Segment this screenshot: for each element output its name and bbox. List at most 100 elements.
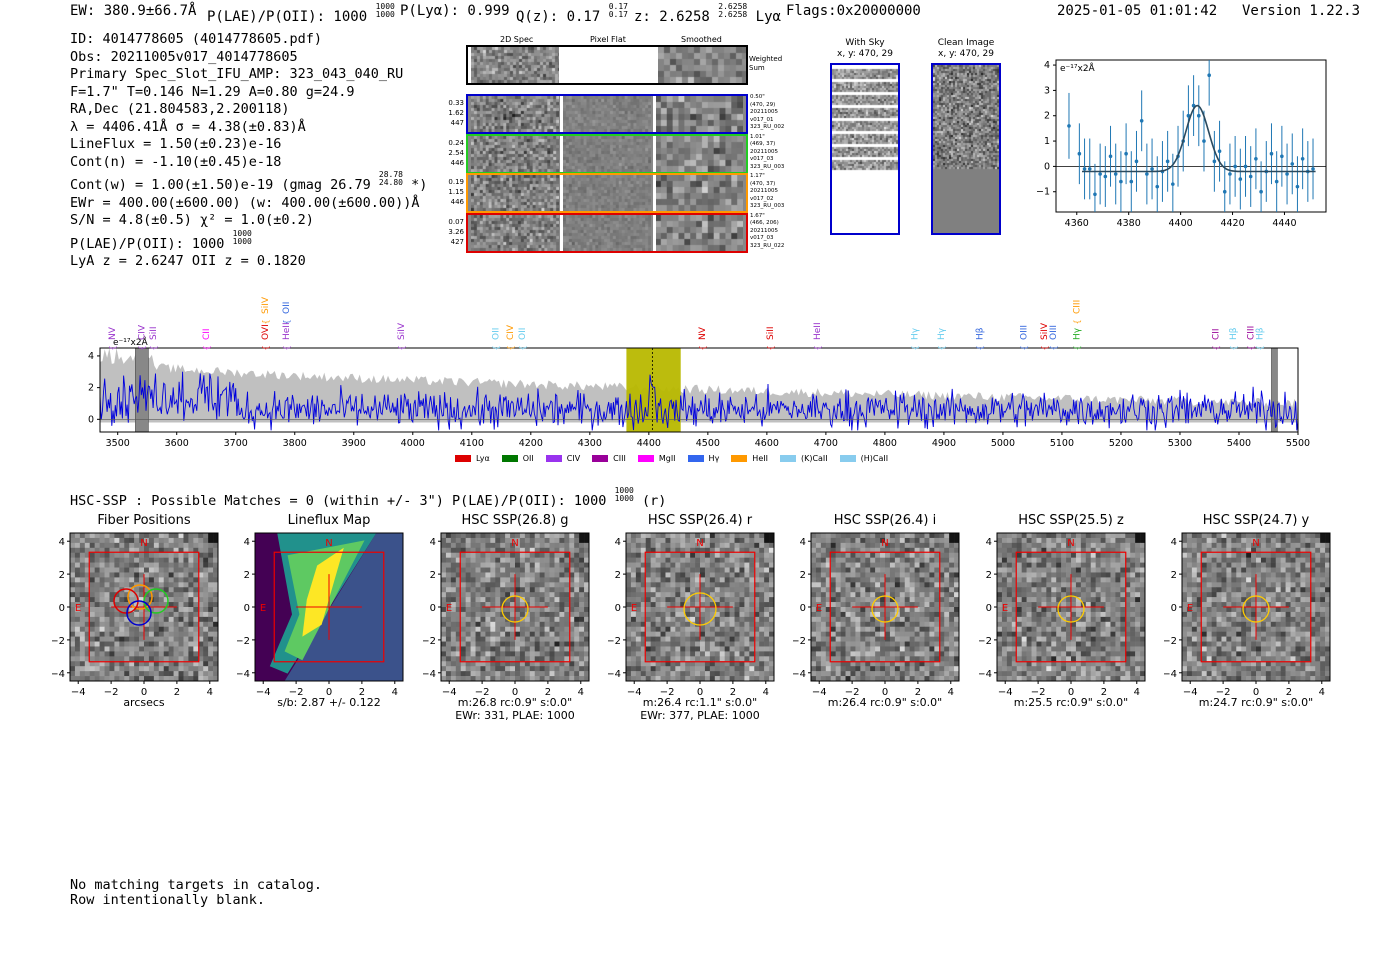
cutout-xtick-label: 2 xyxy=(1286,687,1292,698)
spec2d-row-meta: 1.67" (466, 206) 20211005 v017_03 323_RU_022 xyxy=(750,213,784,251)
spectrum-unit-label: e⁻¹⁷x2Å xyxy=(113,336,149,348)
fit-point xyxy=(1217,149,1222,153)
spectrum-noise-envelope xyxy=(100,348,1298,423)
legend-item: CIII xyxy=(592,454,626,463)
cutout-image-4: N E −4 4 −2 2 0 0 2 −2 4 −4 xyxy=(608,532,775,698)
legend-label: Hγ xyxy=(708,454,720,463)
spectrum-xtick-label: 4100 xyxy=(460,438,484,449)
spectral-line-bracket: { xyxy=(282,345,291,350)
cutout-pixels xyxy=(255,533,403,681)
fit-point xyxy=(1248,174,1253,179)
fit-point xyxy=(1067,124,1071,128)
header-datetime: 2025-01-05 01:01:42 xyxy=(1057,3,1218,19)
legend-swatch xyxy=(687,455,704,462)
cutout-ytick-label: 0 xyxy=(1171,603,1177,614)
row-meta: 323_RU_003 xyxy=(750,163,785,170)
search-box xyxy=(273,551,385,663)
cutout-ytick-label: −4 xyxy=(52,669,65,680)
spectral-line-label: Hγ xyxy=(937,327,947,340)
row-stat: 447 xyxy=(450,119,464,127)
legend-item: HeII xyxy=(731,454,768,463)
east-label: E xyxy=(260,603,266,614)
spectrum-xtick-label: 4500 xyxy=(696,438,720,449)
cutout-pixels xyxy=(441,533,590,682)
cutout-xtick-label: 4 xyxy=(948,687,954,698)
weighted-raw-cell xyxy=(471,47,559,83)
row-meta: 20211005 xyxy=(750,148,778,155)
row-meta: (469, 37) xyxy=(750,141,776,148)
fiber-circle xyxy=(143,588,169,614)
cutout-caption: s/b: 2.87 +/- 0.122 xyxy=(277,696,381,709)
spec2d-flat-cell xyxy=(563,175,651,211)
north-label: N xyxy=(1252,538,1259,549)
fit-point xyxy=(1202,139,1206,143)
cutout-xtick-label: 2 xyxy=(359,687,365,698)
cutout-ytick-label: 0 xyxy=(430,603,436,614)
cutout-ytick-label: −4 xyxy=(793,669,806,680)
fit-point xyxy=(1155,184,1160,189)
weighted-sum-panel xyxy=(466,45,748,85)
fit-point xyxy=(1238,177,1243,181)
cutout-ytick-label: 0 xyxy=(800,603,806,614)
row-meta: 1.01" xyxy=(750,133,765,140)
cutout-caption: arcsecs xyxy=(123,696,165,709)
cutout-xtick-label: −4 xyxy=(627,687,642,698)
fit-point xyxy=(1290,162,1295,166)
spectral-line-bracket: { xyxy=(202,345,211,350)
spectral-line-bracket: { xyxy=(506,345,515,350)
spectral-line-bracket: { xyxy=(1256,345,1265,350)
spectral-line-label: OII xyxy=(491,328,501,340)
line-highlight-window xyxy=(626,348,681,432)
spectrum-ytick-label: 2 xyxy=(88,383,94,394)
fit-point xyxy=(1139,119,1144,123)
spectral-line-bracket: { xyxy=(1040,345,1049,350)
spectral-line-bracket: { xyxy=(261,345,270,350)
cutout-image-2: N E −4 4 −2 2 0 0 2 −2 4 −4 xyxy=(237,532,404,698)
east-label: E xyxy=(446,603,452,614)
spectral-line-label: CIII xyxy=(1073,300,1083,314)
fit-point xyxy=(1274,179,1279,184)
row-meta: 323_RU_022 xyxy=(750,242,785,249)
row-meta: v017_03 xyxy=(750,235,774,242)
spectral-line-label: OIII xyxy=(1020,325,1030,340)
cutout-xtick-label: 4 xyxy=(763,687,769,698)
footer-no-match: No matching targets in catalog. xyxy=(70,877,322,893)
cutout-ytick-label: 2 xyxy=(244,570,250,581)
fit-point xyxy=(1186,113,1191,118)
fit-point xyxy=(1212,159,1217,164)
cutout-xtick-label: 0 xyxy=(1253,687,1259,698)
fit-point xyxy=(1300,157,1305,161)
aperture-circle xyxy=(1242,595,1270,623)
spec2d-row xyxy=(466,173,748,213)
spectral-line-label: CII xyxy=(1211,328,1221,340)
row-meta: 323_RU_003 xyxy=(750,203,785,210)
cutout-ytick-label: 2 xyxy=(615,570,621,581)
spec2d-separator xyxy=(560,214,563,251)
spectrum-xtick-label: 4300 xyxy=(578,438,602,449)
spectral-line-bracket: { xyxy=(1229,345,1238,350)
cutout-image-6: N E −4 4 −2 2 0 0 2 −2 4 −4 xyxy=(979,532,1146,698)
spectrum-ytick-label: 4 xyxy=(88,351,94,362)
info-params: F=1.7" T=0.146 N=1.29 A=0.80 g=24.9 xyxy=(70,83,355,100)
row-stat: 446 xyxy=(450,198,464,206)
line-legend: Lyα OII CIV CIII MgII Hγ HeII (K)CaII (H)CaII xyxy=(455,447,900,466)
cutout-caption: m:25.5 rc:0.9" s:0.0" xyxy=(1013,696,1129,709)
row-meta: v017_01 xyxy=(750,116,774,123)
search-box xyxy=(88,551,200,663)
weighted-smooth-cell xyxy=(658,47,746,83)
fit-xtick-label: 4440 xyxy=(1272,218,1296,229)
spec2d-flat-cell xyxy=(563,135,651,172)
cutout-caption-2: EWr: 331, PLAE: 1000 xyxy=(455,709,575,722)
cutout-ytick-label: 4 xyxy=(986,537,992,548)
cutout-ytick-label: 0 xyxy=(59,603,65,614)
info-radec: RA,Dec (21.804583,2.200118) xyxy=(70,101,290,117)
spec2d-row xyxy=(466,94,748,134)
row-stat: 0.33 xyxy=(448,99,464,107)
legend-item: CIV xyxy=(545,454,580,463)
spec2d-separator xyxy=(560,175,563,211)
cutout-xtick-label: 4 xyxy=(1134,687,1140,698)
cutout-xtick-label: 2 xyxy=(1101,687,1107,698)
with-sky-coords: x, y: 470, 29 xyxy=(837,49,893,59)
north-label: N xyxy=(696,538,703,549)
row-stat: 446 xyxy=(450,158,464,167)
